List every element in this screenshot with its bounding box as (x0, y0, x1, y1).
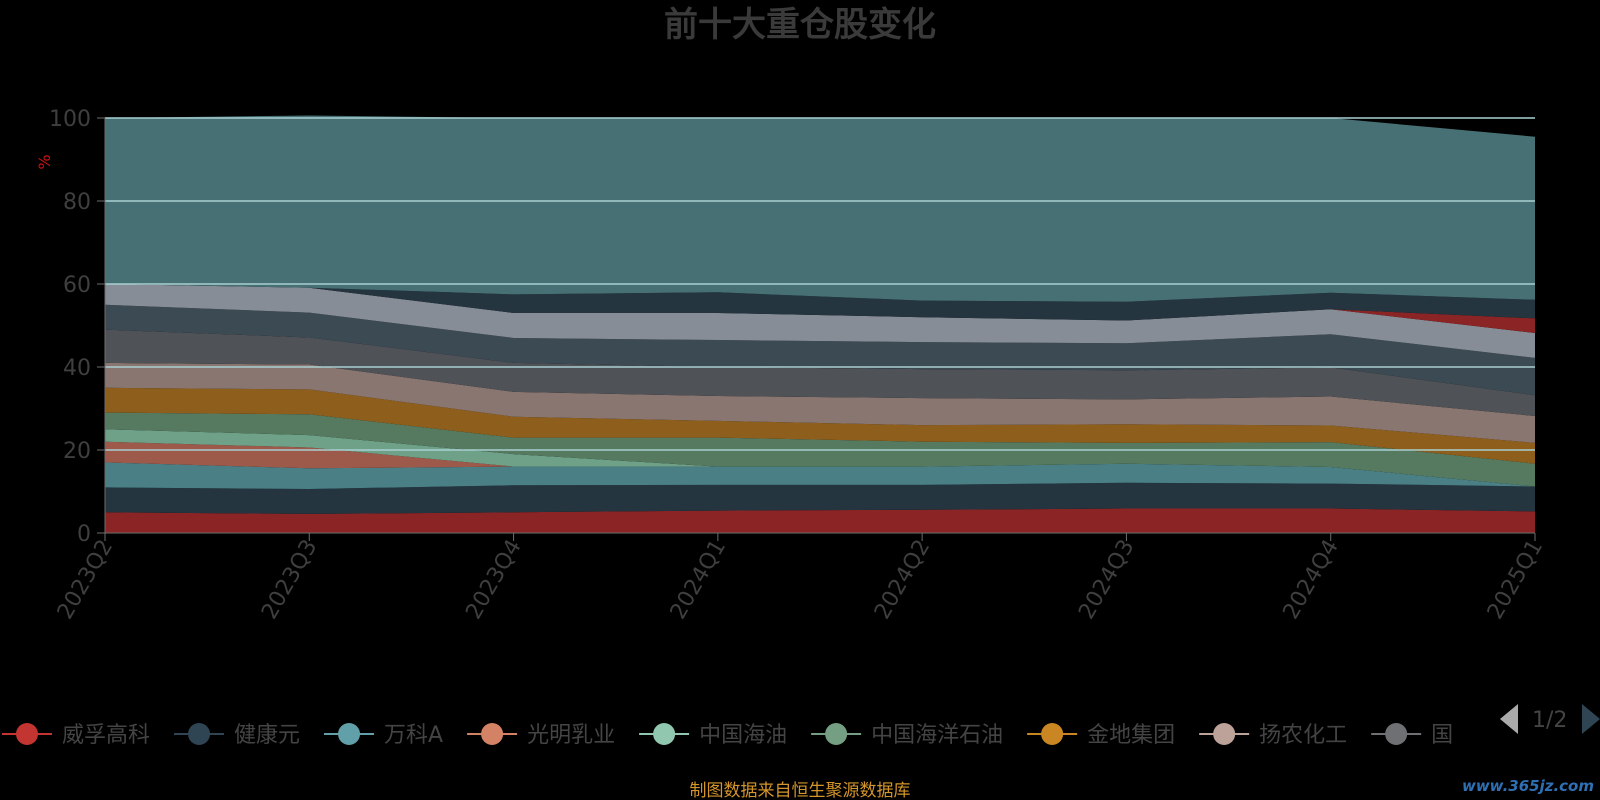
legend-marker-icon (825, 723, 848, 745)
legend-item[interactable]: 万科A (324, 723, 443, 748)
legend-label: 健康元 (234, 723, 300, 748)
legend-item[interactable]: 国 (1371, 723, 1453, 748)
data-source-note: 制图数据来自恒生聚源数据库 (690, 781, 911, 800)
legend-item[interactable]: 扬农化工 (1199, 723, 1347, 748)
legend-label: 扬农化工 (1259, 723, 1347, 748)
legend-marker-icon (338, 723, 361, 745)
x-tick-label: 2023Q3 (257, 536, 322, 624)
y-axis-ticks: 0 20 40 60 80 100 (49, 107, 105, 547)
area-series-8 (105, 329, 1535, 416)
legend-item[interactable]: 金地集团 (1027, 723, 1175, 748)
legend-item[interactable]: 光明乳业 (467, 723, 615, 748)
y-axis-unit: % (35, 154, 54, 169)
legend-marker-icon (16, 723, 38, 745)
area-series-4 (105, 429, 1535, 487)
y-tick-label: 100 (49, 107, 91, 132)
plot-area (104, 115, 1535, 534)
legend-marker-icon (653, 723, 676, 745)
area-series-2 (105, 462, 1535, 489)
gridlines (105, 117, 1535, 451)
legend-prev-icon[interactable] (1500, 704, 1518, 734)
area-series-13 (105, 115, 1535, 302)
y-tick-label: 60 (63, 273, 91, 298)
legend-pager: 1/2 (1500, 704, 1600, 734)
legend-label: 威孚高科 (62, 723, 150, 748)
legend-marker-icon (1385, 723, 1408, 745)
x-tick-label: 2023Q4 (461, 536, 526, 624)
legend-label: 中国海洋石油 (871, 723, 1003, 748)
x-tick-label: 2024Q3 (1074, 536, 1139, 624)
area-series-12 (105, 284, 1535, 321)
legend-label: 金地集团 (1087, 723, 1175, 748)
area-series-3 (105, 441, 1535, 487)
legend-marker-icon (1213, 723, 1236, 745)
x-tick-label: 2023Q2 (53, 536, 118, 624)
area-series-10 (105, 284, 1535, 358)
legend-label: 国 (1431, 723, 1453, 748)
legend-item[interactable]: 中国海油 (639, 723, 787, 748)
legend-item[interactable]: 健康元 (174, 723, 300, 748)
x-tick-label: 2024Q1 (666, 536, 731, 624)
area-series-9 (105, 304, 1535, 396)
legend-label: 万科A (384, 723, 443, 748)
y-tick-label: 40 (63, 356, 91, 381)
y-tick-label: 0 (77, 522, 91, 547)
x-tick-label: 2024Q4 (1279, 536, 1344, 624)
legend-label: 光明乳业 (527, 723, 615, 748)
legend-page-indicator: 1/2 (1532, 708, 1567, 733)
legend-item[interactable]: 威孚高科 (2, 723, 150, 748)
chart-title: 前十大重仓股变化 (664, 5, 936, 45)
x-tick-label: 2025Q1 (1483, 536, 1548, 624)
legend-marker-icon (481, 723, 504, 745)
legend-item[interactable]: 中国海洋石油 (811, 723, 1003, 748)
watermark: www.365jz.com (1462, 777, 1594, 795)
y-tick-label: 20 (63, 439, 91, 464)
x-tick-label: 2024Q2 (870, 536, 935, 624)
legend: 威孚高科 健康元 万科A 光明乳业 中国海油 中国海洋石油 金地集团 扬农化工 国 (2, 723, 1453, 748)
area-series-0 (105, 508, 1535, 533)
legend-marker-icon (188, 723, 211, 745)
area-layers (105, 115, 1535, 533)
y-tick-label: 80 (63, 190, 91, 215)
x-axis-ticks: 2023Q2 2023Q3 2023Q4 2024Q1 2024Q2 2024Q3 2024… (53, 533, 1548, 624)
legend-next-icon[interactable] (1582, 704, 1600, 734)
legend-label: 中国海油 (699, 723, 787, 748)
legend-marker-icon (1041, 723, 1064, 745)
area-series-1 (105, 482, 1535, 514)
area-series-6 (105, 387, 1535, 464)
area-series-7 (105, 362, 1535, 443)
